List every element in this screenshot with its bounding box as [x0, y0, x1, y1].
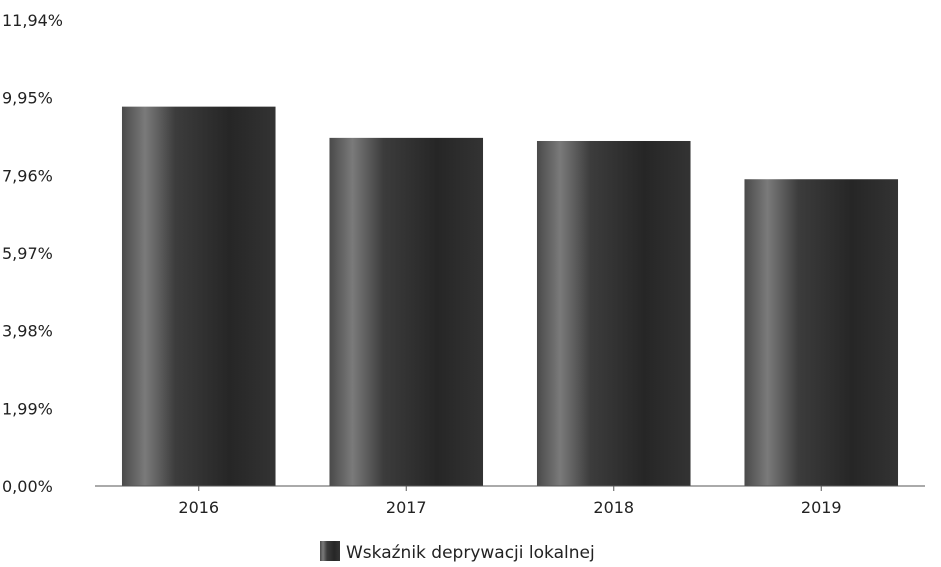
y-axis: 0,00% 1,99% 3,98% 5,97% 7,96% 9,95% 11,94%	[2, 11, 63, 496]
bar-2017	[329, 137, 484, 486]
legend: Wskaźnik deprywacji lokalnej	[320, 541, 595, 563]
y-tick-label: 0,00%	[2, 477, 53, 496]
y-tick-label: 7,96%	[2, 166, 53, 185]
legend-label: Wskaźnik deprywacji lokalnej	[346, 543, 595, 563]
y-tick-label: 11,94%	[2, 11, 63, 30]
bar-2018	[536, 140, 691, 486]
y-tick-label: 9,95%	[2, 89, 53, 108]
x-tick-label: 2016	[178, 498, 219, 517]
bar-2019	[744, 179, 899, 486]
x-axis: 2016 2017 2018 2019	[178, 486, 842, 517]
legend-swatch	[320, 541, 340, 561]
x-tick-label: 2019	[801, 498, 842, 517]
y-tick-label: 5,97%	[2, 244, 53, 263]
bar-2016	[121, 106, 276, 486]
x-tick-label: 2017	[386, 498, 427, 517]
y-tick-label: 1,99%	[2, 399, 53, 418]
bars	[121, 106, 899, 486]
y-tick-label: 3,98%	[2, 322, 53, 341]
x-tick-label: 2018	[593, 498, 634, 517]
